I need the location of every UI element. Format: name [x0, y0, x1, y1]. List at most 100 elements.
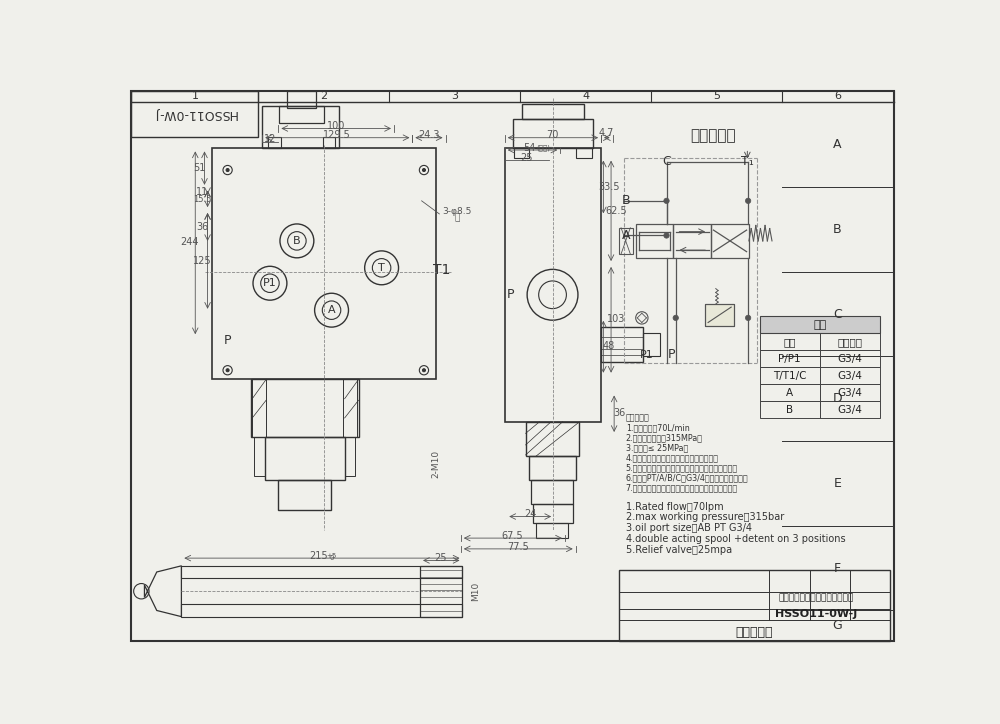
Bar — [760, 333, 820, 350]
Text: 4.各初始动合闸距离，不允许有明显差量；: 4.各初始动合闸距离，不允许有明显差量； — [626, 453, 719, 463]
Bar — [820, 333, 880, 350]
Bar — [262, 106, 339, 148]
Text: HSSO11-0W-J: HSSO11-0W-J — [775, 610, 858, 619]
Text: G: G — [833, 619, 842, 632]
Circle shape — [422, 169, 425, 172]
Bar — [505, 148, 601, 422]
Bar — [705, 304, 734, 326]
Text: 77.5: 77.5 — [507, 542, 529, 552]
Bar — [420, 566, 462, 617]
Circle shape — [664, 233, 669, 238]
Bar — [711, 224, 749, 258]
Circle shape — [664, 198, 669, 203]
Text: 5.使用过光滑滑道：手动松地，单路阀（见图例）；: 5.使用过光滑滑道：手动松地，单路阀（见图例）； — [626, 463, 738, 473]
Bar — [522, 104, 584, 119]
Text: C: C — [833, 308, 842, 321]
Bar — [514, 148, 529, 158]
Bar — [533, 504, 573, 523]
Circle shape — [745, 198, 751, 203]
Text: 孔: 孔 — [454, 214, 460, 222]
Bar — [529, 456, 576, 479]
Text: 62.5: 62.5 — [606, 206, 627, 216]
Text: 100: 100 — [327, 121, 345, 131]
Bar — [279, 106, 324, 123]
Text: 24.3: 24.3 — [418, 130, 439, 140]
Bar — [576, 148, 592, 158]
Text: M10: M10 — [471, 581, 480, 601]
Circle shape — [673, 315, 678, 321]
Text: T1: T1 — [433, 263, 450, 277]
Text: G3/4: G3/4 — [837, 387, 862, 397]
Text: A: A — [622, 229, 631, 242]
Text: P: P — [668, 348, 676, 361]
Text: P/P1: P/P1 — [778, 354, 801, 363]
Text: 244: 244 — [181, 237, 199, 248]
Text: 3.过载：≤ 25MPa。: 3.过载：≤ 25MPa。 — [626, 444, 688, 452]
Text: 1: 1 — [191, 91, 198, 101]
Text: T: T — [378, 263, 385, 273]
Bar — [673, 224, 711, 258]
Text: 2: 2 — [320, 91, 327, 101]
Text: A: A — [833, 138, 842, 151]
Bar — [619, 571, 890, 641]
Bar — [131, 90, 258, 137]
Bar — [251, 379, 358, 437]
Bar — [760, 367, 820, 384]
Text: 2-M10: 2-M10 — [431, 450, 440, 479]
Text: 4.double acting spool +detent on 3 positions: 4.double acting spool +detent on 3 posit… — [626, 534, 845, 544]
Bar — [343, 379, 357, 437]
Text: T₁: T₁ — [741, 155, 754, 168]
Text: 一联多路阀: 一联多路阀 — [736, 626, 773, 639]
Text: 技术要求：: 技术要求： — [626, 413, 649, 423]
Text: 48: 48 — [603, 342, 615, 351]
Bar — [820, 367, 880, 384]
Text: 70: 70 — [546, 130, 559, 140]
Text: 25: 25 — [520, 153, 533, 163]
Text: G3/4: G3/4 — [837, 405, 862, 415]
Text: 4.7: 4.7 — [599, 128, 614, 138]
Text: 12: 12 — [264, 134, 276, 144]
Text: 15.5: 15.5 — [193, 195, 211, 203]
Text: P1: P1 — [640, 350, 653, 360]
Text: E: E — [834, 477, 841, 490]
Text: 7.锁紧止是蓄压阀优先，完全消压后方可拆卸阀体。: 7.锁紧止是蓄压阀优先，完全消压后方可拆卸阀体。 — [626, 484, 738, 492]
Bar — [526, 422, 579, 456]
Text: 6.油口仅PT/A/B/C（G3/4），且分平整塞板；: 6.油口仅PT/A/B/C（G3/4），且分平整塞板； — [626, 473, 748, 482]
Bar — [760, 384, 820, 401]
Text: G3/4: G3/4 — [837, 371, 862, 381]
Text: 1.额定流量：70L/min: 1.额定流量：70L/min — [626, 424, 689, 432]
Text: T/T1/C: T/T1/C — [773, 371, 806, 381]
Bar — [345, 437, 355, 476]
Bar — [268, 137, 281, 148]
Bar — [536, 523, 568, 538]
Circle shape — [226, 169, 229, 172]
Circle shape — [745, 315, 751, 321]
Text: 2.最大工作压力：315MPa。: 2.最大工作压力：315MPa。 — [626, 434, 703, 442]
Bar — [760, 316, 880, 333]
Bar — [323, 137, 335, 148]
Bar — [265, 437, 345, 479]
Text: G3/4: G3/4 — [837, 354, 862, 363]
Bar — [643, 333, 660, 355]
Text: 54: 54 — [523, 143, 536, 153]
Circle shape — [422, 369, 425, 372]
Bar — [705, 304, 734, 326]
Text: B: B — [833, 223, 842, 236]
Bar — [531, 479, 573, 504]
Text: P1: P1 — [263, 278, 277, 288]
Text: A: A — [328, 306, 335, 315]
Text: 1.Rated flow：70lpm: 1.Rated flow：70lpm — [626, 502, 723, 512]
Text: 资级规格: 资级规格 — [837, 337, 862, 347]
Circle shape — [226, 369, 229, 372]
Text: B: B — [622, 194, 631, 207]
Bar — [212, 148, 436, 379]
Text: A: A — [786, 387, 793, 397]
Text: F: F — [834, 562, 841, 575]
Bar — [512, 119, 593, 148]
Text: C: C — [662, 155, 671, 168]
Text: 33.5: 33.5 — [598, 182, 620, 192]
Text: 5: 5 — [713, 91, 720, 101]
Text: 3.oil port size：AB PT G3/4: 3.oil port size：AB PT G3/4 — [626, 523, 752, 533]
Text: 2.max working pressure：315bar: 2.max working pressure：315bar — [626, 513, 784, 522]
Bar — [619, 228, 633, 254]
